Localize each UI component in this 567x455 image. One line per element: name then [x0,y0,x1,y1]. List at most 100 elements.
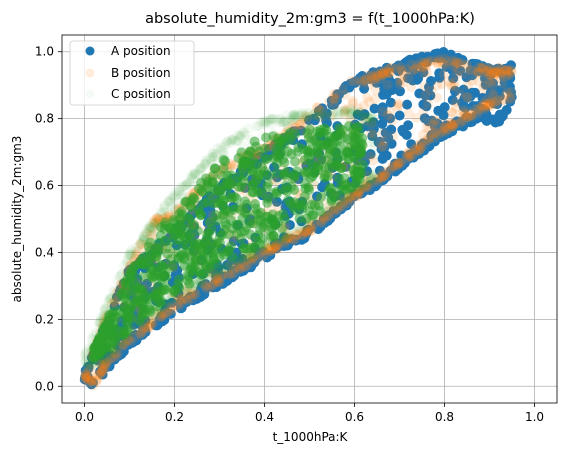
data-point [327,93,338,104]
data-point [408,149,419,160]
data-point [223,269,234,280]
data-point [283,233,294,244]
data-point [303,226,314,237]
data-point [471,112,482,123]
data-point [351,111,362,122]
data-point [472,59,483,70]
data-point [341,104,352,115]
data-point [413,139,424,150]
data-point [231,261,242,272]
data-point [419,57,430,68]
data-point [338,106,349,117]
data-point [405,151,416,162]
data-point [329,147,340,158]
data-point [104,294,115,305]
data-point [446,118,457,129]
data-point [214,277,225,288]
data-point [458,116,469,127]
data-point [168,192,179,203]
data-point [238,253,249,264]
data-point [315,113,326,123]
legend-marker-b [85,68,95,78]
data-point [445,119,456,130]
data-point [85,377,96,388]
data-point [279,116,290,127]
data-point [357,73,368,84]
data-point [413,145,424,156]
data-point [101,357,112,368]
data-point [316,216,327,227]
data-point [380,170,391,181]
data-point [340,104,351,115]
data-point [104,293,115,304]
data-point [148,316,159,327]
data-point [144,225,155,236]
data-point [386,115,397,126]
data-point [415,144,426,155]
data-point [329,94,340,105]
data-point [186,293,197,304]
data-point [338,195,349,206]
data-point [207,148,218,159]
data-point [314,104,325,115]
data-point [322,211,333,222]
data-point [159,201,170,212]
data-point [137,327,148,337]
data-point [497,64,508,75]
data-point [252,252,263,263]
data-point [461,92,472,103]
data-point [209,163,220,174]
data-point [482,100,492,111]
data-point [198,278,209,289]
data-point [264,246,275,257]
data-point [376,141,387,152]
data-point [185,201,196,212]
data-point [130,331,141,342]
data-point [227,160,238,171]
data-point [352,191,362,202]
data-point [93,370,104,381]
data-point [423,135,434,146]
data-point [449,119,460,130]
data-point [165,193,176,204]
data-point [251,255,262,266]
data-point [200,159,211,170]
data-point [449,81,460,92]
data-point [258,218,269,229]
data-point [216,144,227,155]
data-point [378,141,389,152]
data-point [266,245,277,256]
data-point [163,196,174,207]
data-point [366,175,376,186]
data-point [470,104,481,115]
data-point [296,230,307,241]
data-point [126,251,137,262]
data-point [85,363,96,374]
data-point [447,95,458,105]
data-point [411,112,422,123]
data-point [413,73,424,84]
data-point [297,229,308,240]
data-point [109,297,120,308]
data-point [199,159,210,170]
data-point [185,289,196,300]
data-point [148,218,159,229]
data-point [123,250,134,261]
data-point [488,68,499,79]
data-point [270,241,281,252]
data-point [135,329,146,340]
data-point [403,72,414,83]
data-point [323,211,334,222]
data-point [434,127,445,138]
data-point [216,265,227,276]
data-point [386,62,397,73]
data-point [112,349,123,360]
data-point [138,306,149,316]
data-point [251,121,262,132]
data-point [505,92,516,103]
data-point [245,218,255,229]
data-point [270,241,281,252]
data-point [236,147,247,158]
data-point [367,113,378,124]
data-point [234,264,245,274]
